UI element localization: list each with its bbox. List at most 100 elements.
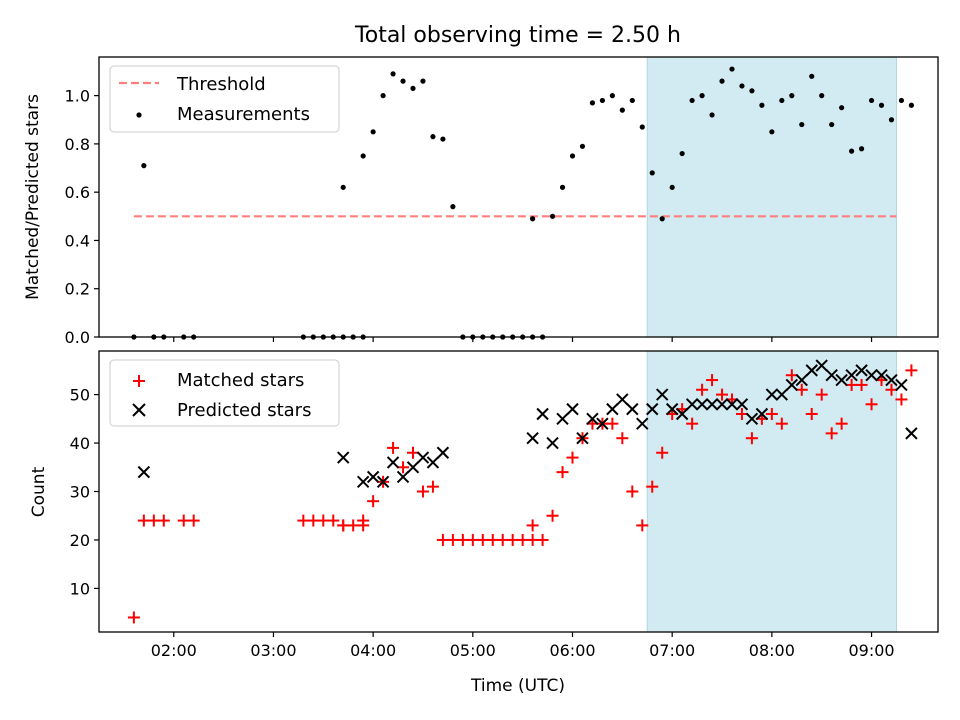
measurement-point	[849, 148, 855, 154]
matched-star-point	[765, 407, 778, 420]
measurement-point	[799, 121, 805, 128]
matched-star-point	[327, 514, 340, 527]
measurement-point	[380, 93, 386, 99]
measurement-point	[649, 170, 655, 176]
measurement-point	[410, 85, 416, 91]
matched-star-point	[825, 427, 838, 440]
predicted-stars-points	[137, 359, 918, 489]
highlight-span-top	[646, 56, 897, 338]
predicted-star-point	[875, 369, 888, 382]
predicted-star-point	[526, 431, 539, 445]
measurement-point	[789, 93, 795, 99]
legend-matched-swatch	[133, 375, 145, 387]
predicted-star-point	[137, 465, 151, 479]
predicted-star-point	[426, 456, 440, 469]
legend-predicted-swatch	[132, 403, 146, 417]
predicted-star-point	[616, 393, 629, 406]
predicted-star-point	[416, 451, 430, 464]
predicted-star-point	[606, 402, 619, 416]
predicted-star-point	[656, 388, 669, 401]
predicted-star-point	[705, 398, 719, 411]
matched-star-point	[716, 388, 729, 401]
matched-star-point	[566, 451, 579, 464]
measurement-point	[589, 100, 596, 106]
measurement-point	[719, 78, 725, 84]
matched-star-point	[775, 417, 788, 430]
y-tick-label: 0.6	[65, 183, 90, 202]
measurement-point	[559, 184, 566, 190]
y-tick-label: 0.4	[65, 231, 90, 250]
legend-threshold-label: Threshold	[176, 74, 266, 95]
predicted-star-point	[675, 407, 689, 421]
measurement-point	[639, 124, 645, 130]
x-tick-label: 07:00	[649, 641, 695, 660]
y-tick-label: 50	[70, 386, 90, 405]
predicted-star-point	[825, 369, 838, 382]
measurement-point	[689, 97, 695, 104]
y-tick-label: 20	[70, 531, 90, 550]
measurement-point	[400, 78, 406, 84]
measurement-point	[569, 153, 576, 159]
measurement-point	[609, 93, 615, 99]
y-axis-label-top: Matched/Predicted stars	[23, 94, 43, 300]
predicted-star-point	[596, 417, 609, 430]
predicted-star-point	[765, 388, 779, 401]
predicted-star-point	[715, 398, 729, 411]
measurement-point	[699, 93, 705, 99]
predicted-star-point	[845, 369, 858, 382]
legend-predicted-label: Predicted stars	[177, 400, 311, 421]
measurement-point	[888, 117, 895, 123]
measurement-point	[908, 102, 915, 108]
predicted-star-point	[536, 407, 549, 421]
predicted-star-point	[795, 373, 808, 387]
predicted-star-point	[735, 398, 749, 411]
measurement-point	[729, 66, 735, 72]
measurement-point	[440, 136, 446, 142]
x-tick-label: 06:00	[549, 641, 595, 660]
predicted-star-point	[895, 378, 908, 392]
predicted-star-point	[556, 412, 569, 426]
y-tick-label: 10	[70, 579, 90, 598]
measurement-point	[829, 121, 835, 128]
matched-star-point	[426, 480, 439, 493]
y-tick-label: 40	[70, 434, 90, 453]
measurement-point	[679, 150, 685, 157]
matched-stars-points	[127, 364, 918, 624]
matched-star-point	[536, 533, 549, 546]
legend-measurements-label: Measurements	[177, 104, 310, 125]
predicted-star-point	[855, 364, 868, 377]
matched-star-point	[855, 378, 868, 391]
matched-star-point	[686, 417, 699, 430]
matched-star-point	[696, 383, 709, 396]
y-tick-label: 0.2	[65, 280, 90, 299]
x-tick-label: 02:00	[151, 641, 197, 660]
x-axis-ticks-top	[173, 337, 873, 342]
y-tick-label: 30	[70, 483, 90, 502]
measurement-point	[749, 88, 755, 94]
highlight-span-bottom	[646, 350, 897, 633]
predicted-star-point	[386, 456, 400, 469]
y-axis-label-bottom: Count	[29, 466, 49, 517]
predicted-star-point	[406, 461, 420, 474]
matched-star-point	[337, 519, 350, 532]
predicted-star-point	[805, 364, 818, 377]
matched-star-point	[556, 466, 569, 479]
predicted-star-point	[695, 398, 709, 411]
predicted-star-point	[815, 359, 828, 372]
matched-star-point	[187, 514, 200, 527]
measurement-point	[360, 153, 366, 159]
x-tick-label: 09:00	[848, 641, 894, 660]
predicted-star-point	[865, 369, 878, 382]
plot-frame-bottom	[98, 350, 939, 633]
count-panel: 10 20 30 40 50 02:00 03:00 04:00 05:00 06:00 07:0…	[29, 350, 939, 696]
predicted-star-point	[396, 470, 410, 484]
legend-bottom: Matched stars Predicted stars	[109, 359, 340, 427]
matched-star-point	[905, 364, 918, 377]
predicted-star-point	[356, 475, 370, 489]
predicted-star-point	[755, 407, 769, 421]
measurement-point	[769, 129, 775, 135]
measurement-point	[898, 97, 905, 104]
predicted-star-point	[905, 427, 918, 440]
matched-star-point	[895, 393, 908, 406]
